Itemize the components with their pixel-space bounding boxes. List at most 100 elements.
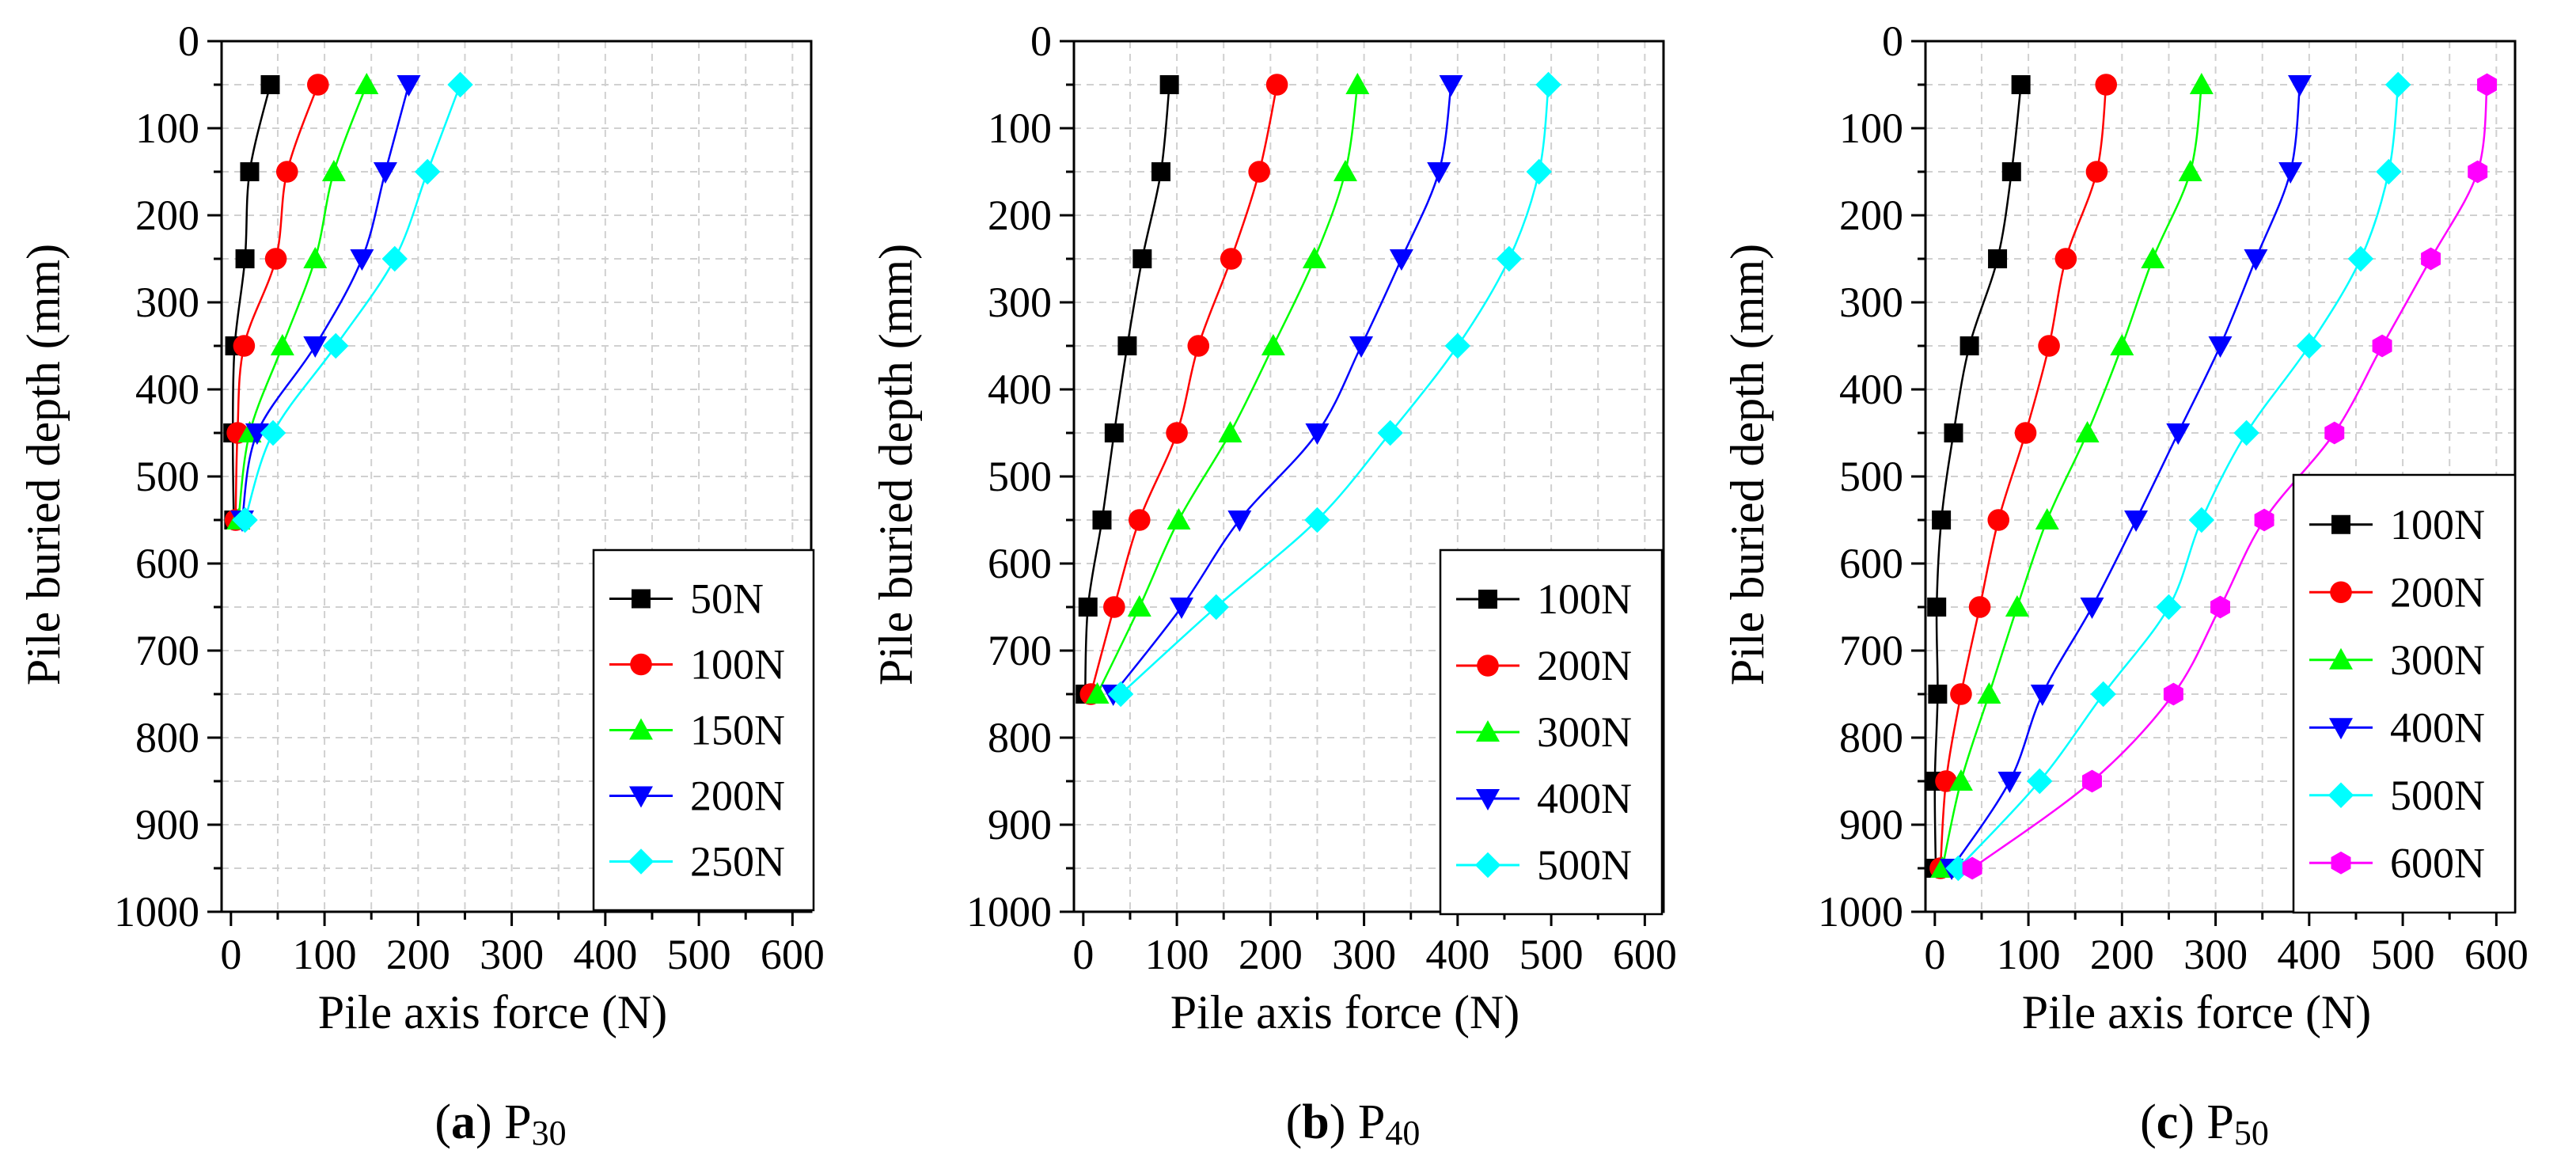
x-tick-label: 500 [2371, 931, 2435, 978]
data-point [260, 75, 280, 94]
y-tick-label: 0 [1882, 17, 1903, 65]
legend-marker [629, 786, 653, 808]
series-line [1971, 84, 2488, 870]
legend-label: 500N [2390, 772, 2485, 819]
data-point [1389, 249, 1413, 271]
data-point [2477, 73, 2497, 97]
legend-marker [1474, 852, 1501, 879]
data-point [303, 336, 328, 358]
series-300N [1930, 73, 2214, 878]
legend-marker [629, 718, 653, 740]
data-point [1444, 332, 1471, 359]
data-point [303, 247, 328, 268]
legend-marker [632, 589, 651, 609]
data-point [414, 158, 441, 185]
y-axis-title: Pile buried depth (mm) [17, 244, 70, 685]
legend-marker [1476, 789, 1500, 810]
y-tick-label: 900 [135, 801, 199, 848]
legend-marker [630, 653, 652, 676]
grid [222, 41, 811, 912]
legend: 100N 200N 300N 400N 500N 600N [2292, 473, 2517, 914]
x-tick-label: 100 [1145, 931, 1209, 978]
y-tick-label: 600 [988, 540, 1052, 587]
data-point [2080, 598, 2104, 619]
data-point [1203, 594, 1229, 621]
legend-label: 200N [690, 772, 785, 820]
series-300N [1085, 73, 1370, 704]
data-point [2110, 334, 2134, 355]
y-tick-label: 100 [988, 104, 1052, 152]
data-point [1103, 596, 1125, 618]
data-point [1427, 162, 1451, 184]
x-tick-label: 400 [1425, 931, 1489, 978]
y-axis-title: Pile buried depth (mm) [870, 244, 922, 685]
data-point [355, 73, 379, 94]
data-point [2095, 74, 2118, 96]
data-point [2075, 421, 2100, 442]
data-point [1345, 73, 1370, 94]
x-axis-title: Pile axis force (N) [2022, 986, 2372, 1038]
data-point [1159, 75, 1179, 94]
data-point [1977, 682, 2001, 704]
data-point [323, 332, 349, 359]
data-point [1167, 508, 1191, 529]
data-point [232, 507, 258, 533]
data-point [2156, 594, 2182, 621]
data-point [1305, 423, 1330, 445]
data-point [1261, 334, 1285, 355]
y-tick-label: 800 [135, 714, 199, 761]
data-point [1078, 598, 1098, 617]
data-point [1948, 769, 1973, 791]
series-line [1096, 84, 1359, 695]
data-point [2278, 162, 2303, 184]
series-500N [1107, 71, 1561, 708]
data-point [1439, 75, 1463, 97]
data-point [2189, 73, 2214, 94]
data-point [2027, 768, 2053, 795]
data-point [396, 75, 421, 97]
x-tick-label: 300 [1332, 931, 1396, 978]
y-tick-label: 300 [1839, 279, 1903, 326]
y-tick-label: 300 [135, 279, 199, 326]
data-point [1117, 336, 1137, 355]
data-point [373, 162, 397, 184]
x-tick-label: 200 [2090, 931, 2154, 978]
data-point [1302, 247, 1326, 268]
data-point [1377, 419, 1403, 446]
series-line [1957, 84, 2400, 869]
data-point [270, 334, 294, 355]
legend-marker [2331, 514, 2350, 534]
x-tick-label: 0 [1072, 931, 1094, 978]
y-tick-label: 700 [988, 627, 1052, 674]
data-point [2011, 75, 2031, 94]
legend-marker [2329, 647, 2353, 670]
panel-caption: (b) P40 [1286, 1095, 1421, 1152]
x-tick-label: 600 [1613, 931, 1677, 978]
legend-marker [2329, 718, 2353, 740]
data-point [1128, 509, 1151, 531]
data-point [260, 419, 286, 446]
data-point [235, 249, 255, 268]
data-point [1962, 856, 1982, 880]
legend: 50N 100N 150N 200N 250N [592, 548, 815, 912]
legend-label: 500N [1537, 841, 1632, 889]
data-point [307, 74, 329, 96]
x-tick-label: 0 [220, 931, 241, 978]
data-point [1248, 161, 1270, 183]
data-point [2210, 595, 2230, 619]
legend-label: 100N [1537, 575, 1632, 623]
series-200N [230, 75, 421, 532]
data-point [1304, 507, 1330, 533]
series-100N [1925, 75, 2031, 878]
legend-label: 250N [690, 838, 785, 886]
data-point [233, 335, 256, 357]
data-point [264, 248, 287, 270]
legend-label: 50N [690, 575, 764, 623]
legend-label: 400N [2390, 704, 2485, 751]
legend-label: 100N [690, 641, 785, 689]
data-point [2324, 421, 2345, 445]
y-axis-title: Pile buried depth (mm) [1721, 244, 1774, 685]
series-line [237, 84, 368, 521]
x-tick-label: 100 [1997, 931, 2061, 978]
panel-caption: (c) P50 [2140, 1095, 2269, 1152]
